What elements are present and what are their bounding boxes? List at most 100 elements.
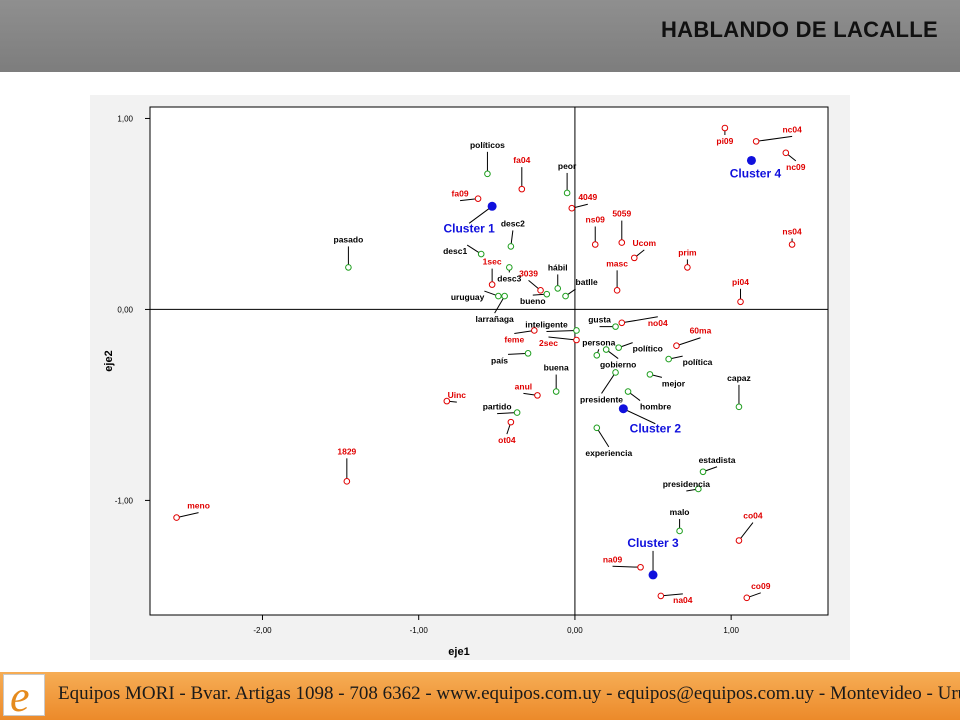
leader-co04	[738, 522, 754, 541]
point-pi04	[737, 298, 744, 306]
label-ucom: Ucom	[632, 238, 656, 248]
label-meno: meno	[187, 501, 210, 511]
label-co09: co09	[751, 581, 771, 591]
x-axis-label: eje1	[448, 646, 469, 658]
point-país	[524, 350, 532, 357]
label-país: país	[491, 355, 508, 365]
point-presidente	[612, 369, 619, 376]
point-2sec	[573, 336, 580, 344]
cluster-point-cluster-3	[648, 570, 658, 580]
point-pi09	[721, 124, 729, 132]
point-uinc	[443, 397, 451, 405]
chart-svg: -2,00 -1,00 0,00 1,00 1,00 0,00 -1,00 político…	[90, 95, 850, 660]
label-gusta: gusta	[588, 315, 611, 325]
y-tick-label: 1,00	[117, 114, 133, 123]
label-larrañaga: larrañaga	[475, 314, 514, 324]
point-políticos	[484, 170, 491, 178]
label-batlle: batlle	[576, 277, 598, 287]
label-peor: peor	[558, 161, 577, 171]
point-persona	[593, 351, 601, 359]
logo-letter: e	[10, 672, 30, 721]
equipos-logo: e	[3, 672, 45, 721]
point-bueno	[543, 290, 551, 298]
point-no04	[618, 319, 626, 327]
label-masc: masc	[606, 258, 628, 268]
label-nc09: nc09	[786, 162, 806, 172]
point-masc	[613, 287, 621, 294]
label-uruguay: uruguay	[451, 292, 485, 302]
label-ns09: ns09	[586, 215, 606, 225]
slide-title: HABLANDO DE LACALLE	[660, 17, 938, 42]
leader-na04	[660, 593, 683, 597]
label-estadista: estadista	[699, 455, 736, 465]
point-peor	[563, 189, 571, 197]
leader-meno	[176, 512, 199, 519]
point-política	[665, 355, 672, 363]
label-4049: 4049	[578, 192, 597, 202]
label-ns04: ns04	[782, 227, 802, 237]
x-tick-label: -2,00	[253, 626, 272, 635]
y-axis-label: eje2	[103, 350, 115, 371]
label-desc2: desc2	[501, 218, 525, 228]
leader-na09	[612, 565, 641, 568]
label-experiencia: experiencia	[585, 448, 632, 458]
label-cluster-2: Cluster 2	[630, 422, 682, 436]
point-buena	[552, 388, 560, 395]
header-bar: HABLANDO DE LACALLE	[0, 0, 960, 72]
label-político: político	[633, 344, 663, 354]
label-feme: feme	[504, 334, 524, 344]
label-fa04: fa04	[513, 155, 530, 165]
y-tick-label: 0,00	[117, 305, 133, 314]
cluster-point-cluster-1	[487, 201, 497, 211]
point-nc04	[752, 138, 760, 145]
label-buena: buena	[544, 363, 569, 373]
label-política: política	[683, 357, 713, 367]
cluster-point-cluster-4	[746, 155, 756, 165]
x-tick-label: 0,00	[567, 626, 583, 635]
point-co04	[735, 537, 743, 544]
data-points	[173, 124, 796, 602]
label-cluster-3: Cluster 3	[627, 536, 679, 550]
leader-inteligente	[546, 329, 577, 332]
point-60ma	[673, 342, 680, 350]
point-presidencia	[695, 485, 702, 493]
label-co04: co04	[743, 511, 763, 521]
footer-contact-text: Equipos MORI - Bvar. Artigas 1098 - 708 …	[58, 683, 960, 704]
point-experiencia	[593, 424, 601, 432]
cluster-point-cluster-2	[618, 404, 628, 414]
label-nc04: nc04	[782, 124, 802, 134]
point-político	[615, 344, 622, 351]
leader-60ma	[676, 337, 701, 347]
label-desc1: desc1	[443, 246, 467, 256]
x-tick-label: 1,00	[723, 626, 739, 635]
label-1sec: 1sec	[483, 257, 502, 267]
point-na09	[637, 563, 644, 571]
label-na09: na09	[603, 554, 623, 564]
label-uinc: Uinc	[448, 390, 467, 400]
leader-no04	[621, 316, 658, 324]
point-partido	[513, 409, 521, 416]
label-2sec: 2sec	[539, 338, 558, 348]
point-ot04	[507, 418, 515, 426]
point-feme	[531, 327, 538, 334]
x-tick-label: -1,00	[410, 626, 429, 635]
point-4049	[568, 204, 576, 212]
point-na04	[657, 592, 665, 600]
label-malo: malo	[670, 507, 690, 517]
point-nc09	[782, 149, 790, 157]
point-1829	[343, 478, 351, 485]
plot-frame	[149, 106, 829, 616]
leader-2sec	[548, 336, 577, 341]
label-cluster-1: Cluster 1	[443, 221, 495, 235]
label-ot04: ot04	[498, 435, 516, 445]
leader-feme	[514, 329, 535, 334]
point-gobierno	[602, 346, 610, 353]
label-anul: anul	[515, 381, 532, 391]
label-60ma: 60ma	[690, 326, 712, 336]
label-capaz: capaz	[727, 373, 751, 383]
point-mejor	[646, 371, 654, 378]
point-ucom	[630, 254, 638, 262]
label-partido: partido	[483, 402, 512, 412]
label-hombre: hombre	[640, 402, 671, 412]
point-meno	[173, 514, 180, 521]
